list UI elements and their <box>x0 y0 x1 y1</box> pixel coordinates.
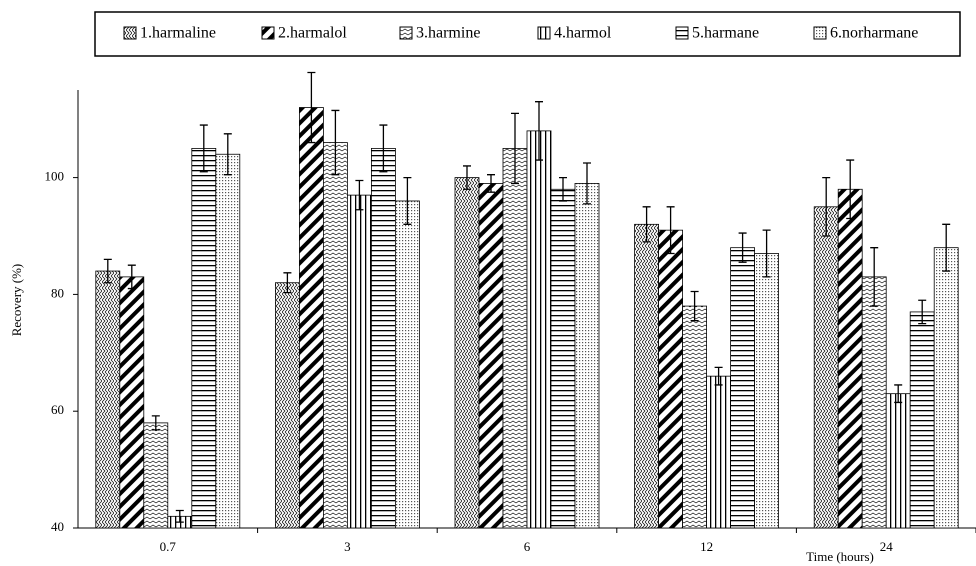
error-bar <box>283 272 292 294</box>
bar <box>813 206 839 529</box>
error-bar <box>846 159 855 220</box>
legend-label: 4.harmol <box>554 25 612 42</box>
bar <box>754 253 779 529</box>
error-bar <box>559 176 567 202</box>
bar <box>346 194 372 529</box>
error-bar <box>714 366 723 386</box>
bar <box>706 375 731 529</box>
error-bar <box>870 247 879 307</box>
bar <box>143 422 169 529</box>
bar <box>478 183 504 529</box>
bar <box>274 282 300 529</box>
error-bar <box>942 223 951 272</box>
legend-label: 1.harmaline <box>140 25 216 42</box>
error-bar <box>127 264 136 290</box>
error-bar <box>666 206 675 255</box>
legend-label: 6.norharmane <box>830 25 918 42</box>
x-tick-label: 3 <box>344 539 351 554</box>
error-bar <box>355 179 364 211</box>
error-bar <box>690 290 699 322</box>
error-bar <box>535 101 543 161</box>
bar <box>682 305 707 529</box>
y-tick-label: 40 <box>51 519 64 534</box>
y-tick-label: 100 <box>45 169 65 184</box>
bar <box>933 247 959 529</box>
bar <box>215 153 241 529</box>
bar <box>837 188 863 529</box>
error-bar <box>822 176 831 237</box>
x-tick-label: 12 <box>700 539 713 554</box>
legend-label: 5.harmane <box>692 25 759 42</box>
error-bar <box>511 112 519 185</box>
bar <box>322 142 348 529</box>
error-bar <box>762 229 771 278</box>
bar <box>658 229 683 529</box>
error-bar <box>403 176 412 225</box>
bar <box>394 200 420 529</box>
error-bar <box>642 206 651 243</box>
bar <box>909 311 935 529</box>
error-bar <box>331 109 340 176</box>
legend-swatch <box>537 26 551 40</box>
error-bar <box>894 384 903 404</box>
legend-label: 2.harmalol <box>278 25 347 42</box>
bar <box>730 247 755 529</box>
legend-swatch <box>261 26 275 40</box>
error-bar <box>583 162 591 205</box>
bar <box>370 147 396 529</box>
error-bar <box>487 174 495 193</box>
x-tick-label: 6 <box>524 539 531 554</box>
error-bar <box>918 299 927 325</box>
bar <box>574 183 600 529</box>
error-bar <box>175 509 184 523</box>
x-tick-label: 0.7 <box>160 539 177 554</box>
legend-swatch <box>813 26 827 40</box>
error-bar <box>379 124 388 173</box>
error-bar <box>103 258 112 284</box>
y-tick-label: 80 <box>51 285 64 300</box>
bar <box>861 276 887 529</box>
bar <box>634 223 659 529</box>
error-bar <box>151 415 160 431</box>
bar <box>298 107 324 529</box>
x-axis-title: Time (hours) <box>806 549 874 564</box>
legend-label: 3.harmine <box>416 25 480 42</box>
x-tick-label: 24 <box>880 539 894 554</box>
legend-swatch <box>123 26 137 40</box>
bar <box>119 276 145 529</box>
y-tick-label: 60 <box>51 402 64 417</box>
error-bar <box>738 232 747 263</box>
bar <box>885 393 911 529</box>
error-bar <box>463 165 471 190</box>
bar <box>550 188 576 529</box>
bar <box>95 270 121 529</box>
error-bar <box>223 133 232 176</box>
legend-swatch <box>675 26 689 40</box>
error-bar <box>307 71 316 144</box>
bar <box>454 177 480 529</box>
bar <box>191 147 217 529</box>
legend-swatch <box>399 26 413 40</box>
error-bar <box>199 124 208 173</box>
bar <box>526 130 552 529</box>
y-axis-title: Recovery (%) <box>9 264 24 337</box>
bar <box>502 147 528 529</box>
